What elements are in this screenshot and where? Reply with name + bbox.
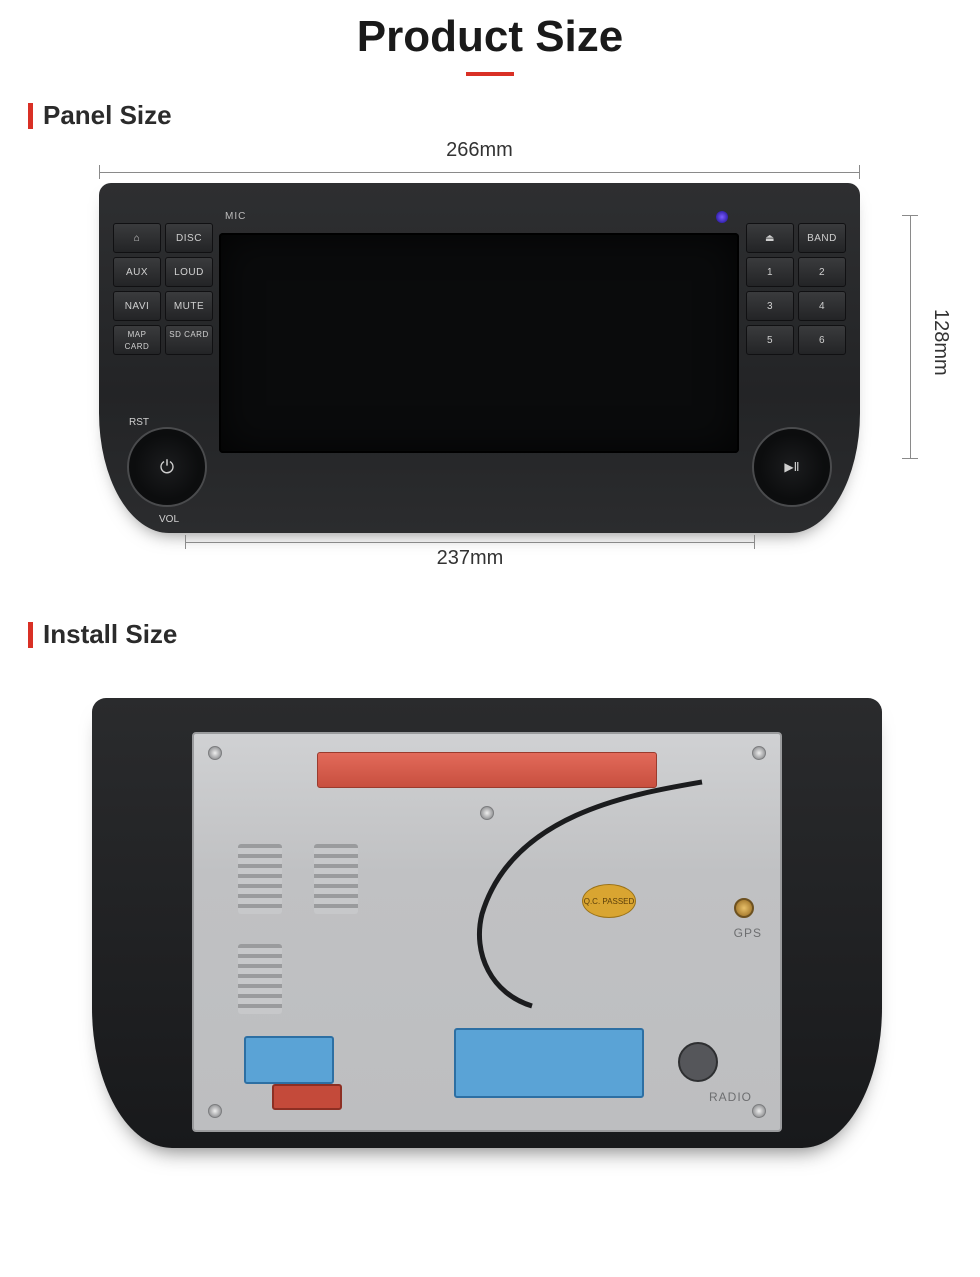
install-size-heading: Install Size [0,619,980,650]
screw-icon [480,806,494,820]
panel-diagram: 266mm MIC ⌂ DISC AUX LOUD NAVI MUTE MAP … [0,139,980,609]
left-button-grid: ⌂ DISC AUX LOUD NAVI MUTE MAP CARD SD CA… [113,223,213,355]
media-knob[interactable]: ▶Ⅱ [752,427,832,507]
screw-icon [752,1104,766,1118]
eject-button[interactable]: ⏏ [746,223,794,253]
vent-icon [238,844,282,914]
gps-label: GPS [734,926,762,940]
band-button[interactable]: BAND [798,223,846,253]
map-card-button[interactable]: MAP CARD [113,325,161,355]
install-diagram: Q.C. PASSED GPS RADIO [0,658,980,1218]
navi-button[interactable]: NAVI [113,291,161,321]
loud-button[interactable]: LOUD [165,257,213,287]
sd-card-button[interactable]: SD CARD [165,325,213,355]
warning-plate [317,752,657,788]
preset-1-button[interactable]: 1 [746,257,794,287]
connector-blue-large [454,1028,644,1098]
play-pause-icon: ▶Ⅱ [784,460,799,474]
dimension-top-line [99,165,860,179]
vol-label: VOL [159,514,179,525]
connector-red [272,1084,342,1110]
heading-accent [28,622,33,648]
preset-3-button[interactable]: 3 [746,291,794,321]
preset-4-button[interactable]: 4 [798,291,846,321]
dimension-right-label: 128mm [929,309,952,376]
ir-sensor-icon [716,211,728,223]
gps-connector [734,898,754,918]
title-underline [466,72,514,76]
vent-icon [314,844,358,914]
disc-button[interactable]: DISC [165,223,213,253]
screw-icon [208,746,222,760]
power-icon: ⏻ [160,457,174,478]
device-screen [219,233,739,453]
preset-2-button[interactable]: 2 [798,257,846,287]
install-size-label: Install Size [43,619,177,650]
screw-icon [752,746,766,760]
volume-knob[interactable]: ⏻ [127,427,207,507]
heading-accent [28,103,33,129]
qc-passed-badge: Q.C. PASSED [582,884,636,918]
preset-5-button[interactable]: 5 [746,325,794,355]
page-title: Product Size [0,0,980,62]
panel-size-heading: Panel Size [0,100,980,131]
dimension-top-label: 266mm [99,139,860,162]
dimension-right-line [900,215,920,459]
connector-blue-small [244,1036,334,1084]
screw-icon [208,1104,222,1118]
radio-label: RADIO [709,1090,752,1104]
rear-chassis: Q.C. PASSED GPS RADIO [192,732,782,1132]
device-front: MIC ⌂ DISC AUX LOUD NAVI MUTE MAP CARD S… [99,183,860,533]
panel-size-label: Panel Size [43,100,172,131]
right-button-grid: ⏏ BAND 1 2 3 4 5 6 [746,223,846,355]
mute-button[interactable]: MUTE [165,291,213,321]
aux-button[interactable]: AUX [113,257,161,287]
rst-label: RST [129,417,149,428]
preset-6-button[interactable]: 6 [798,325,846,355]
home-button[interactable]: ⌂ [113,223,161,253]
mic-label: MIC [225,211,246,222]
vent-icon [238,944,282,1014]
dimension-bottom-label: 237mm [185,547,755,570]
antenna-jack [678,1042,718,1082]
